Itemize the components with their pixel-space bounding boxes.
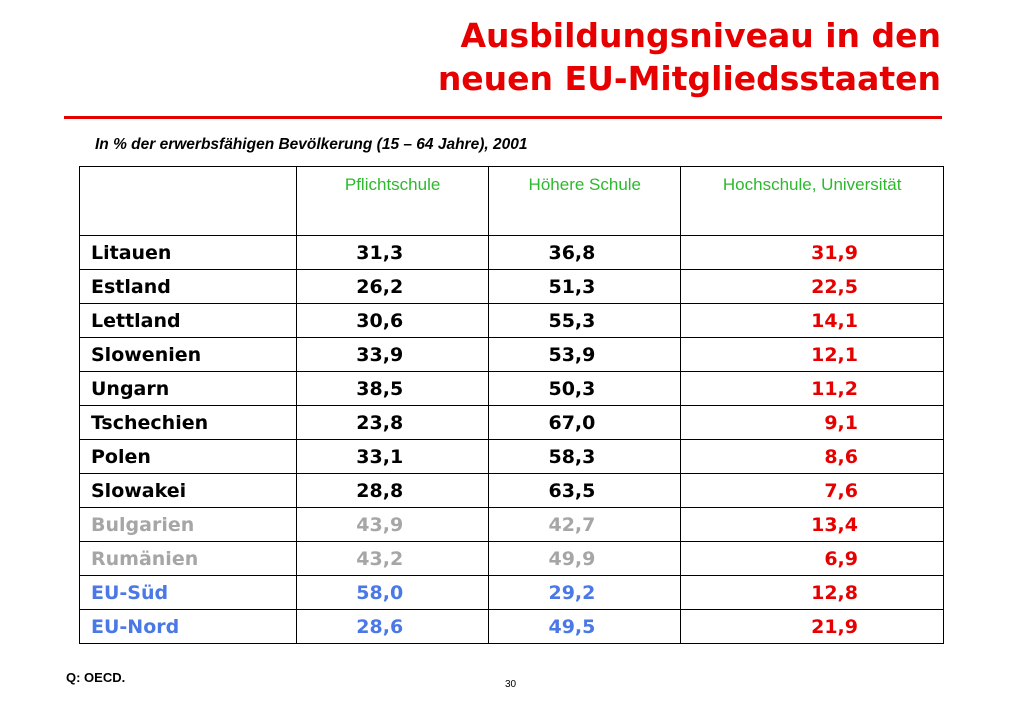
country-cell: Polen <box>79 439 297 474</box>
hoehere-schule-cell: 29,2 <box>488 575 682 610</box>
hoehere-schule-cell: 42,7 <box>488 507 682 542</box>
hoehere-schule-cell: 55,3 <box>488 303 682 338</box>
country-cell: Bulgarien <box>79 507 297 542</box>
hochschule-cell: 6,9 <box>680 541 944 576</box>
country-cell: Lettland <box>79 303 297 338</box>
table-row: EU-Nord 28,6 49,5 21,9 <box>79 609 944 644</box>
title-line-1: Ausbildungsniveau in den <box>460 16 941 55</box>
pflichtschule-cell: 38,5 <box>295 371 490 406</box>
hochschule-cell: 11,2 <box>680 371 944 406</box>
table-row: Rumänien 43,2 49,9 6,9 <box>79 541 944 576</box>
header-pflichtschule: Pflichtschule <box>295 166 490 236</box>
pflichtschule-cell: 33,9 <box>295 337 490 372</box>
table-row: Polen 33,1 58,3 8,6 <box>79 439 944 474</box>
header-hoehere-schule: Höhere Schule <box>488 166 682 236</box>
table-row: Tschechien 23,8 67,0 9,1 <box>79 405 944 440</box>
pflichtschule-cell: 33,1 <box>295 439 490 474</box>
pflichtschule-cell: 30,6 <box>295 303 490 338</box>
pflichtschule-cell: 28,6 <box>295 609 490 644</box>
country-cell: Rumänien <box>79 541 297 576</box>
country-cell: EU-Nord <box>79 609 297 644</box>
hoehere-schule-cell: 50,3 <box>488 371 682 406</box>
title-line-2: neuen EU-Mitgliedsstaaten <box>437 59 941 98</box>
country-cell: Litauen <box>79 235 297 270</box>
table-header-row: Pflichtschule Höhere Schule Hochschule, … <box>79 166 944 236</box>
education-table: Pflichtschule Höhere Schule Hochschule, … <box>79 166 944 644</box>
hoehere-schule-cell: 67,0 <box>488 405 682 440</box>
table-row: Slowakei 28,8 63,5 7,6 <box>79 473 944 508</box>
table-row: Lettland 30,6 55,3 14,1 <box>79 303 944 338</box>
table-row: Litauen 31,3 36,8 31,9 <box>79 235 944 270</box>
country-cell: Tschechien <box>79 405 297 440</box>
table-row: Estland 26,2 51,3 22,5 <box>79 269 944 304</box>
hochschule-cell: 9,1 <box>680 405 944 440</box>
title-divider <box>64 116 942 119</box>
hochschule-cell: 21,9 <box>680 609 944 644</box>
table-row: Bulgarien 43,9 42,7 13,4 <box>79 507 944 542</box>
header-hochschule: Hochschule, Universität <box>680 166 944 236</box>
country-cell: Ungarn <box>79 371 297 406</box>
country-cell: Slowakei <box>79 473 297 508</box>
hoehere-schule-cell: 51,3 <box>488 269 682 304</box>
hochschule-cell: 12,8 <box>680 575 944 610</box>
page-number: 30 <box>505 679 517 690</box>
header-country <box>79 166 297 236</box>
pflichtschule-cell: 58,0 <box>295 575 490 610</box>
source-note: Q: OECD. <box>66 670 126 685</box>
hochschule-cell: 13,4 <box>680 507 944 542</box>
pflichtschule-cell: 28,8 <box>295 473 490 508</box>
table-body: Litauen 31,3 36,8 31,9 Estland 26,2 51,3 22,5 Le… <box>79 235 944 644</box>
hochschule-cell: 8,6 <box>680 439 944 474</box>
hochschule-cell: 12,1 <box>680 337 944 372</box>
pflichtschule-cell: 26,2 <box>295 269 490 304</box>
pflichtschule-cell: 43,2 <box>295 541 490 576</box>
hoehere-schule-cell: 49,9 <box>488 541 682 576</box>
hoehere-schule-cell: 53,9 <box>488 337 682 372</box>
hoehere-schule-cell: 49,5 <box>488 609 682 644</box>
table-row: Slowenien 33,9 53,9 12,1 <box>79 337 944 372</box>
pflichtschule-cell: 23,8 <box>295 405 490 440</box>
page-title: Ausbildungsniveau in den neuen EU-Mitgli… <box>438 14 941 100</box>
hoehere-schule-cell: 58,3 <box>488 439 682 474</box>
hochschule-cell: 22,5 <box>680 269 944 304</box>
hoehere-schule-cell: 63,5 <box>488 473 682 508</box>
country-cell: EU-Süd <box>79 575 297 610</box>
pflichtschule-cell: 31,3 <box>295 235 490 270</box>
table-subtitle: In % der erwerbsfähigen Bevölkerung (15 … <box>95 136 528 153</box>
pflichtschule-cell: 43,9 <box>295 507 490 542</box>
hochschule-cell: 31,9 <box>680 235 944 270</box>
table-row: Ungarn 38,5 50,3 11,2 <box>79 371 944 406</box>
country-cell: Estland <box>79 269 297 304</box>
hochschule-cell: 7,6 <box>680 473 944 508</box>
table-row: EU-Süd 58,0 29,2 12,8 <box>79 575 944 610</box>
country-cell: Slowenien <box>79 337 297 372</box>
hoehere-schule-cell: 36,8 <box>488 235 682 270</box>
hochschule-cell: 14,1 <box>680 303 944 338</box>
